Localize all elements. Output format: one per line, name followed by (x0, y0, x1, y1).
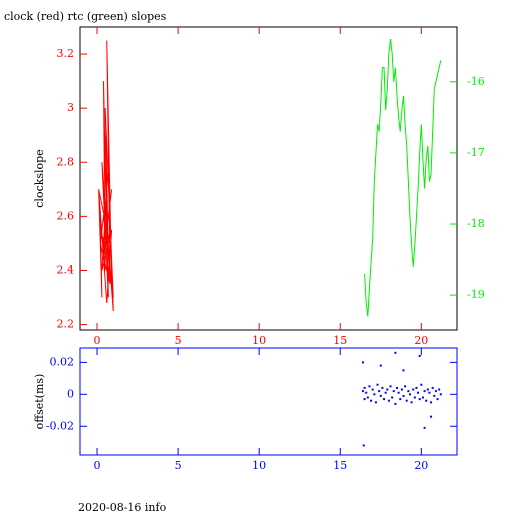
x-tick-label: 20 (414, 334, 428, 347)
y-tick-label: 3.2 (57, 47, 75, 60)
scatter-point (366, 396, 369, 399)
scatter-point (399, 398, 402, 401)
y2-tick-label: -19 (467, 288, 485, 301)
series-line (98, 40, 114, 312)
scatter-point (410, 401, 413, 404)
scatter-point (425, 399, 428, 402)
x-tick-label: 20 (414, 459, 428, 472)
plot-frame (79, 347, 458, 456)
x-tick-label: 15 (333, 459, 347, 472)
scatter-point (426, 388, 429, 391)
scatter-point (381, 386, 384, 389)
series-line (364, 39, 442, 317)
x-tick-label: 5 (175, 459, 182, 472)
y-tick-label: -0.02 (46, 419, 74, 432)
scatter-point (370, 399, 373, 402)
scatter-point (436, 398, 439, 401)
scatter-point (404, 385, 407, 388)
scatter-point (384, 391, 387, 394)
x-tick-label: 0 (94, 459, 101, 472)
scatter-point (374, 401, 377, 404)
scatter-point (423, 390, 426, 393)
scatter-point (389, 385, 392, 388)
scatter-point (368, 385, 371, 388)
scatter-point (402, 394, 405, 397)
y-axis-label: clockslope (33, 149, 46, 207)
x-tick-label: 5 (175, 334, 182, 347)
scatter-point (373, 393, 376, 396)
y-tick-label: 0.02 (50, 355, 75, 368)
x-tick-label: 0 (94, 334, 101, 347)
scatter-point (415, 386, 418, 389)
scatter-point (412, 388, 415, 391)
y-tick-label: 3 (67, 101, 74, 114)
scatter-point (378, 390, 381, 393)
scatter-point (391, 396, 394, 399)
scatter-point (394, 351, 397, 354)
scatter-point (438, 388, 441, 391)
y2-tick-label: -18 (467, 217, 485, 230)
scatter-point (418, 398, 421, 401)
y-tick-label: 2.4 (57, 263, 75, 276)
scatter-point (434, 390, 437, 393)
scatter-point (376, 383, 379, 386)
scatter-point (430, 401, 433, 404)
x-tick-label: 10 (252, 459, 266, 472)
scatter-point (379, 364, 382, 367)
scatter-point (397, 391, 400, 394)
scatter-point (413, 396, 416, 399)
scatter-point (361, 361, 364, 364)
footer: 2020-08-16 info (78, 501, 167, 512)
scatter-point (423, 426, 426, 429)
scatter-point (405, 399, 408, 402)
scatter-point (418, 354, 421, 357)
y-tick-label: 0 (67, 387, 74, 400)
scatter-point (421, 396, 424, 399)
y-tick-label: 2.2 (57, 318, 75, 331)
y2-tick-label: -16 (467, 75, 485, 88)
scatter-point (428, 391, 431, 394)
x-tick-label: 15 (333, 334, 347, 347)
scatter-point (365, 391, 368, 394)
scatter-point (402, 369, 405, 372)
scatter-point (363, 386, 366, 389)
scatter-point (371, 388, 374, 391)
scatter-point (407, 390, 410, 393)
y-axis-label: offset(ms) (33, 374, 46, 430)
scatter-point (386, 388, 389, 391)
scatter-point (363, 398, 366, 401)
scatter-point (420, 383, 423, 386)
scatter-point (392, 390, 395, 393)
x-tick-label: 10 (252, 334, 266, 347)
scatter-point (431, 386, 434, 389)
scatter-point (387, 399, 390, 402)
scatter-point (400, 388, 403, 391)
scatter-point (430, 415, 433, 418)
scatter-point (439, 393, 442, 396)
chart-title: clock (red) rtc (green) slopes (4, 10, 167, 23)
scatter-point (361, 390, 364, 393)
plot-frame (79, 26, 458, 331)
scatter-point (417, 391, 420, 394)
scatter-point (379, 394, 382, 397)
scatter-point (383, 398, 386, 401)
scatter-point (408, 393, 411, 396)
scatter-point (396, 386, 399, 389)
scatter-point (433, 394, 436, 397)
y-tick-label: 2.8 (57, 155, 75, 168)
y-tick-label: 2.6 (57, 209, 75, 222)
y2-tick-label: -17 (467, 146, 485, 159)
scatter-point (362, 444, 365, 447)
scatter-point (394, 402, 397, 405)
